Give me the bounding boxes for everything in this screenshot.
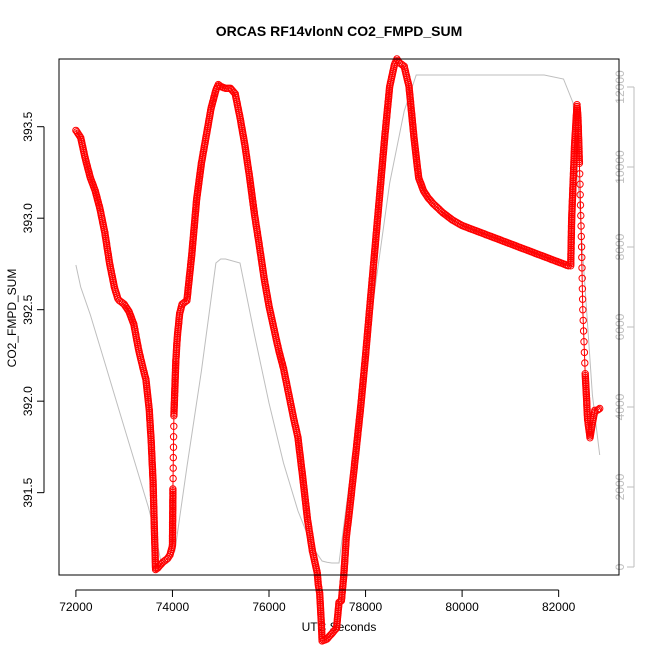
y2-tick-label: 2000: [613, 473, 627, 500]
data-point: [567, 238, 575, 246]
data-point: [567, 249, 575, 257]
data-point: [580, 338, 588, 346]
data-point: [594, 405, 603, 414]
y-tick-label: 393.5: [21, 111, 35, 141]
data-point: [578, 264, 586, 272]
data-point: [579, 327, 588, 335]
data-point: [150, 499, 158, 508]
data-point: [577, 222, 585, 230]
y2-tick-label: 12000: [613, 70, 627, 104]
data-point: [574, 130, 583, 138]
data-point: [581, 359, 589, 367]
data-point: [576, 180, 584, 188]
data-point: [568, 199, 576, 208]
y2-tick-label: 4000: [613, 393, 627, 420]
x-tick-label: 76000: [252, 600, 286, 614]
data-point: [596, 404, 604, 413]
y-tick-label: 391.5: [21, 477, 35, 507]
data-point: [150, 518, 158, 526]
x-tick-label: 74000: [156, 600, 190, 614]
chart-title: ORCAS RF14vlonN CO2_FMPD_SUM: [216, 23, 463, 39]
data-point: [567, 231, 576, 239]
data-point: [578, 274, 586, 282]
data-point: [214, 80, 223, 89]
y2-tick-label: 0: [613, 563, 627, 570]
data-point: [76, 132, 84, 140]
x-tick-label: 80000: [445, 600, 479, 614]
data-point: [169, 474, 177, 483]
data-point: [151, 549, 159, 557]
data-point: [570, 152, 578, 160]
data-point: [567, 225, 576, 233]
data-point: [151, 542, 159, 550]
series-layer: [72, 55, 604, 645]
data-point: [169, 464, 177, 472]
x-tick-label: 72000: [59, 600, 93, 614]
y2-tick-label: 8000: [613, 233, 627, 260]
data-point: [577, 211, 585, 220]
data-point: [169, 443, 178, 451]
x-tick-label: 82000: [542, 600, 576, 614]
y2-tick-label: 6000: [613, 313, 627, 340]
data-point: [579, 316, 587, 325]
axes-layer: 72000 74000 76000 78000 80000 82000391.5392.0…: [21, 70, 635, 614]
data-point: [578, 285, 587, 293]
data-point: [593, 406, 601, 414]
data-point: [575, 159, 584, 168]
y-tick-label: 392.5: [21, 294, 35, 324]
data-point: [576, 191, 584, 199]
data-point: [169, 453, 178, 462]
y-tick-label: 393.0: [21, 203, 35, 233]
data-point: [578, 253, 586, 262]
plot-frame: [58, 58, 620, 576]
data-point: [169, 485, 177, 493]
y2-tick-label: 10000: [613, 150, 627, 184]
data-point: [577, 232, 585, 241]
data-point: [149, 481, 157, 489]
y-tick-label: 392.0: [21, 386, 35, 416]
data-point: [170, 422, 178, 430]
data-point: [317, 622, 326, 630]
data-point: [591, 406, 599, 414]
series-line-right-axis: [75, 74, 601, 564]
data-point: [576, 201, 585, 209]
data-point: [169, 433, 178, 441]
data-point: [580, 348, 589, 357]
data-point: [151, 536, 159, 544]
y-axis-label: CO2_FMPD_SUM: [5, 269, 19, 368]
x-tick-label: 78000: [349, 600, 383, 614]
data-point: [578, 295, 587, 303]
data-point: [567, 243, 575, 252]
data-point: [568, 212, 576, 221]
data-point: [577, 243, 586, 251]
data-point: [579, 306, 587, 314]
data-point: [576, 170, 584, 178]
